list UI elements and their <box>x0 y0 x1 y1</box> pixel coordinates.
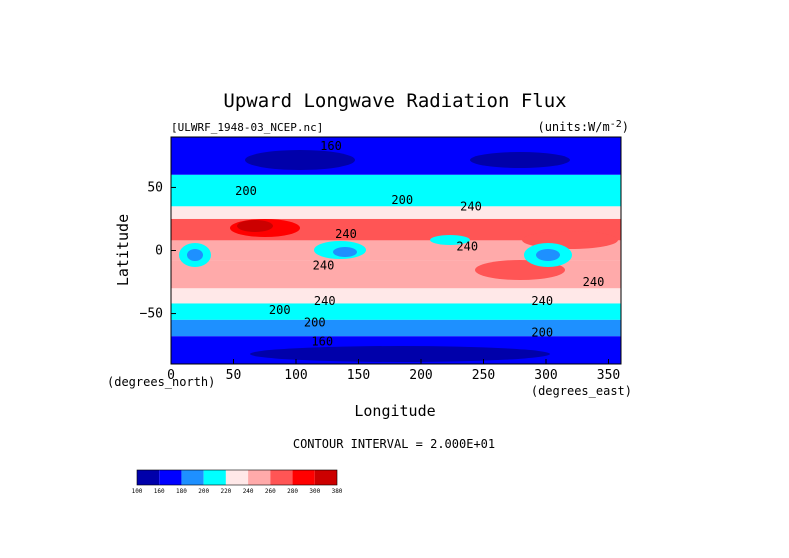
contour-label-0: 160 <box>320 139 342 153</box>
units-label: (units:W/m-2) <box>537 119 629 134</box>
heatmap-band-4 <box>171 240 621 261</box>
plot-area: 160 200 200 240 240 240 240 240 240 240 200 200 200 1… <box>171 137 621 364</box>
heatmap-band-6 <box>171 288 621 304</box>
contour-interval: CONTOUR INTERVAL = 2.000E+01 <box>293 437 495 451</box>
colorbar-swatch <box>270 470 293 485</box>
y-axis-label: Latitude <box>114 214 132 286</box>
chart-title: Upward Longwave Radiation Flux <box>223 90 566 112</box>
anomaly-warm-north-africa-core <box>237 220 273 232</box>
x-tick-label: 150 <box>347 368 370 383</box>
contour-label-11: 200 <box>304 315 326 329</box>
contour-label-1: 200 <box>235 184 257 198</box>
contour-label-9: 240 <box>583 275 605 289</box>
y-axis-unit: (degrees_north) <box>107 375 215 389</box>
heatmap-band-2 <box>171 206 621 219</box>
anomaly-cold-siberia <box>245 150 355 170</box>
anomaly-cold-africa-core <box>187 249 203 261</box>
colorbar-swatch <box>292 470 315 485</box>
anomaly-cold-indonesia-core <box>333 247 357 257</box>
x-axis-unit: (degrees_east) <box>531 384 632 398</box>
colorbar-swatch <box>203 470 226 485</box>
contour-label-8: 240 <box>531 294 553 308</box>
colorbar-tick-label: 380 <box>332 488 343 495</box>
contour-label-13: 160 <box>311 334 333 348</box>
heatmap-band-7 <box>171 303 621 320</box>
colorbar-swatch <box>225 470 249 485</box>
colorbar: 100 160 180 200 220 240 260 280 300 380 <box>132 469 343 495</box>
x-axis-label: Longitude <box>354 402 435 420</box>
file-label: [ULWRF_1948-03_NCEP.nc] <box>171 121 323 134</box>
colorbar-tick-label: 100 <box>132 488 143 495</box>
anomaly-cold-antarctic <box>250 346 550 362</box>
contour-label-5: 240 <box>456 240 478 254</box>
x-axis-ticks: 0 50 100 150 200 250 300 350 <box>167 359 620 383</box>
y-axis-ticks: 50 0 −50 <box>140 180 176 322</box>
y-tick-label: 0 <box>155 244 163 259</box>
contour-label-10: 200 <box>269 303 291 317</box>
x-tick-label: 100 <box>284 368 307 383</box>
colorbar-tick-label: 280 <box>287 488 298 495</box>
units-superscript: -2 <box>610 119 622 130</box>
contour-label-12: 200 <box>531 325 553 339</box>
contour-label-7: 240 <box>314 294 336 308</box>
colorbar-tick-label: 180 <box>176 488 187 495</box>
heatmap-band-8 <box>171 319 621 337</box>
colorbar-tick-label: 160 <box>154 488 165 495</box>
anomaly-cold-amazon-core <box>536 249 560 261</box>
contour-label-3: 240 <box>460 199 482 213</box>
colorbar-tick-label: 220 <box>220 488 231 495</box>
regional-anomalies <box>179 150 618 362</box>
colorbar-tick-label: 260 <box>265 488 276 495</box>
anomaly-cold-pacific-patch <box>430 235 470 245</box>
colorbar-tick-label: 200 <box>198 488 209 495</box>
x-tick-label: 200 <box>409 368 432 383</box>
colorbar-frame <box>136 469 338 486</box>
y-tick-label: 50 <box>147 180 163 195</box>
colorbar-swatch <box>159 470 182 485</box>
colorbar-swatch <box>314 470 337 485</box>
colorbar-swatch <box>248 470 271 485</box>
colorbar-tick-label: 300 <box>309 488 320 495</box>
contour-label-4: 240 <box>335 227 357 241</box>
colorbar-swatch <box>137 470 160 485</box>
heatmap-band-1 <box>171 174 621 207</box>
contour-label-2: 200 <box>391 193 413 207</box>
x-tick-label: 0 <box>167 368 175 383</box>
contour-labels: 160 200 200 240 240 240 240 240 240 240 200 200 200 1… <box>235 139 604 348</box>
x-tick-label: 300 <box>534 368 557 383</box>
x-tick-label: 350 <box>597 368 620 383</box>
contour-label-6: 240 <box>313 259 335 273</box>
colorbar-swatch <box>181 470 204 485</box>
x-tick-label: 50 <box>226 368 242 383</box>
x-tick-label: 250 <box>472 368 495 383</box>
colorbar-tick-label: 240 <box>243 488 254 495</box>
y-tick-label: −50 <box>140 307 163 322</box>
anomaly-cold-canada <box>470 152 570 168</box>
